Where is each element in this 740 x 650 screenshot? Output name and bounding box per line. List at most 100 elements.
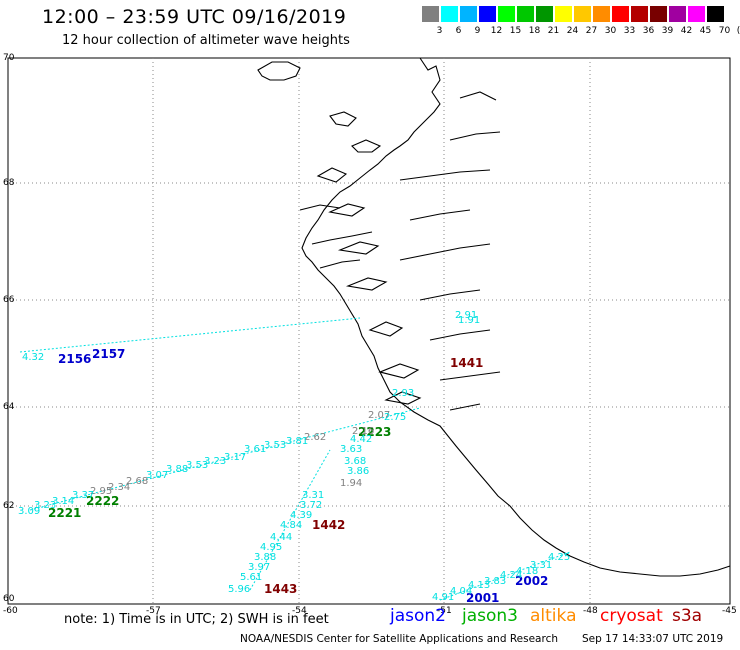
color-scale-swatch	[555, 6, 572, 22]
color-scale-swatch	[422, 6, 439, 22]
wave-height-value: 4.13	[468, 580, 491, 591]
lat-label: 70	[3, 53, 15, 63]
legend-cryosat: cryosat	[600, 606, 663, 626]
color-scale-swatch	[688, 6, 705, 22]
color-scale-label: 9	[474, 26, 481, 36]
lon-label: -51	[437, 606, 452, 616]
color-scale-label: 27	[585, 26, 598, 36]
color-scale-label: 70	[718, 26, 731, 36]
lat-label: 60	[3, 594, 15, 604]
color-scale-swatch	[441, 6, 458, 22]
color-scale-label: 36	[642, 26, 655, 36]
wave-height-value: 4.04	[450, 586, 473, 597]
lon-label: -48	[583, 606, 598, 616]
wave-height-value: 3.97	[248, 562, 271, 573]
pass-label: 2156	[58, 352, 92, 366]
color-scale-label: 6	[455, 26, 462, 36]
color-scale-label: 15	[509, 26, 522, 36]
wave-height-value: 3.31	[302, 490, 325, 501]
wave-height-value: 2.68	[126, 476, 149, 487]
color-scale-label: 39	[661, 26, 674, 36]
pass-label: 2001	[466, 591, 500, 605]
lat-label: 62	[3, 501, 15, 511]
wave-height-value: 4.95	[260, 542, 283, 553]
wave-height-value: 3.61	[244, 444, 267, 455]
wave-height-value: 4.84	[280, 520, 303, 531]
wave-height-value: 3.86	[347, 466, 370, 477]
wave-height-value: 4.24	[500, 570, 523, 581]
pass-label: 2223	[358, 425, 392, 439]
color-scale-label: 33	[623, 26, 636, 36]
lat-label: 68	[3, 178, 15, 188]
wave-height-value: 3.23	[34, 500, 57, 511]
wave-height-value: 2.16	[352, 426, 375, 437]
map-title: 12:00 – 23:59 UTC 09/16/2019	[42, 6, 347, 28]
wave-height-value: 3.37	[72, 490, 95, 501]
color-scale-label: 18	[528, 26, 541, 36]
footer-credit: NOAA/NESDIS Center for Satellite Applica…	[240, 633, 558, 645]
wave-height-value: 3.07	[146, 470, 169, 481]
color-scale-label: 42	[680, 26, 693, 36]
color-scale-label: 30	[604, 26, 617, 36]
wave-height-value: 3.68	[344, 456, 367, 467]
lat-label: 64	[3, 402, 15, 412]
wave-height-value: 3.23	[204, 456, 227, 467]
wave-height-value: 4.91	[432, 592, 455, 603]
wave-height-value: 2.91	[455, 310, 478, 321]
color-scale-label: (ft)	[736, 26, 740, 36]
wave-height-value: 3.53	[186, 460, 209, 471]
lon-label: -54	[292, 606, 307, 616]
color-scale-swatch	[460, 6, 477, 22]
satellite-tracks	[19, 317, 571, 601]
wave-height-value: 3.31	[530, 560, 553, 571]
color-scale-label: 3	[436, 26, 443, 36]
map-subtitle: 12 hour collection of altimeter wave hei…	[62, 33, 350, 48]
color-scale-swatch	[479, 6, 496, 22]
lon-label: -57	[146, 606, 161, 616]
pass-label: 1443	[264, 582, 298, 596]
wave-height-value: 3.88	[166, 464, 189, 475]
wave-height-value: 2.07	[368, 410, 391, 421]
lon-label: -45	[722, 606, 737, 616]
color-scale-swatch	[593, 6, 610, 22]
color-scale-swatch	[650, 6, 667, 22]
wave-height-value: 4.18	[516, 566, 539, 577]
wave-height-value: 3.63	[340, 444, 363, 455]
wave-height-value: 2.93	[392, 388, 415, 399]
color-scale-swatch	[498, 6, 515, 22]
footer-timestamp: Sep 17 14:33:07 UTC 2019	[582, 633, 724, 645]
legend-altika: altika	[530, 606, 577, 626]
color-scale-swatch	[574, 6, 591, 22]
legend-jason2: jason2	[390, 606, 446, 626]
wave-height-value: 3.14	[52, 496, 75, 507]
color-scale-label: 45	[699, 26, 712, 36]
wave-height-value: 3.88	[254, 552, 277, 563]
lat-label: 66	[3, 295, 15, 305]
note-text: note: 1) Time is in UTC; 2) SWH is in fe…	[64, 612, 329, 627]
wave-height-value: 1.94	[340, 478, 363, 489]
wave-height-value: 2.62	[304, 432, 327, 443]
color-scale-swatch	[631, 6, 648, 22]
plot-frame	[7, 57, 731, 605]
color-scale-swatch	[707, 6, 724, 22]
wave-height-value: 3.83	[484, 576, 507, 587]
pass-label: 2221	[48, 506, 82, 520]
color-scale-label: 24	[566, 26, 579, 36]
wave-height-value: 5.96	[228, 584, 251, 595]
color-scale-swatch	[536, 6, 553, 22]
wave-height-value: 2.95	[90, 486, 113, 497]
wave-height-value: 3.17	[224, 452, 247, 463]
wave-height-value: 2.34	[108, 482, 131, 493]
wave-height-value: 4.25	[548, 552, 571, 563]
legend-s3a: s3a	[672, 606, 703, 626]
wave-height-value: 4.42	[350, 434, 373, 445]
lon-label: -60	[3, 606, 18, 616]
color-scale-label: 12	[490, 26, 503, 36]
wave-height-value: 3.81	[286, 436, 309, 447]
greenland-coastline	[257, 57, 731, 577]
wave-height-value: 3.53	[264, 440, 287, 451]
wave-height-value: 2.75	[384, 412, 407, 423]
pass-label: 1442	[312, 518, 346, 532]
color-scale-swatch	[517, 6, 534, 22]
